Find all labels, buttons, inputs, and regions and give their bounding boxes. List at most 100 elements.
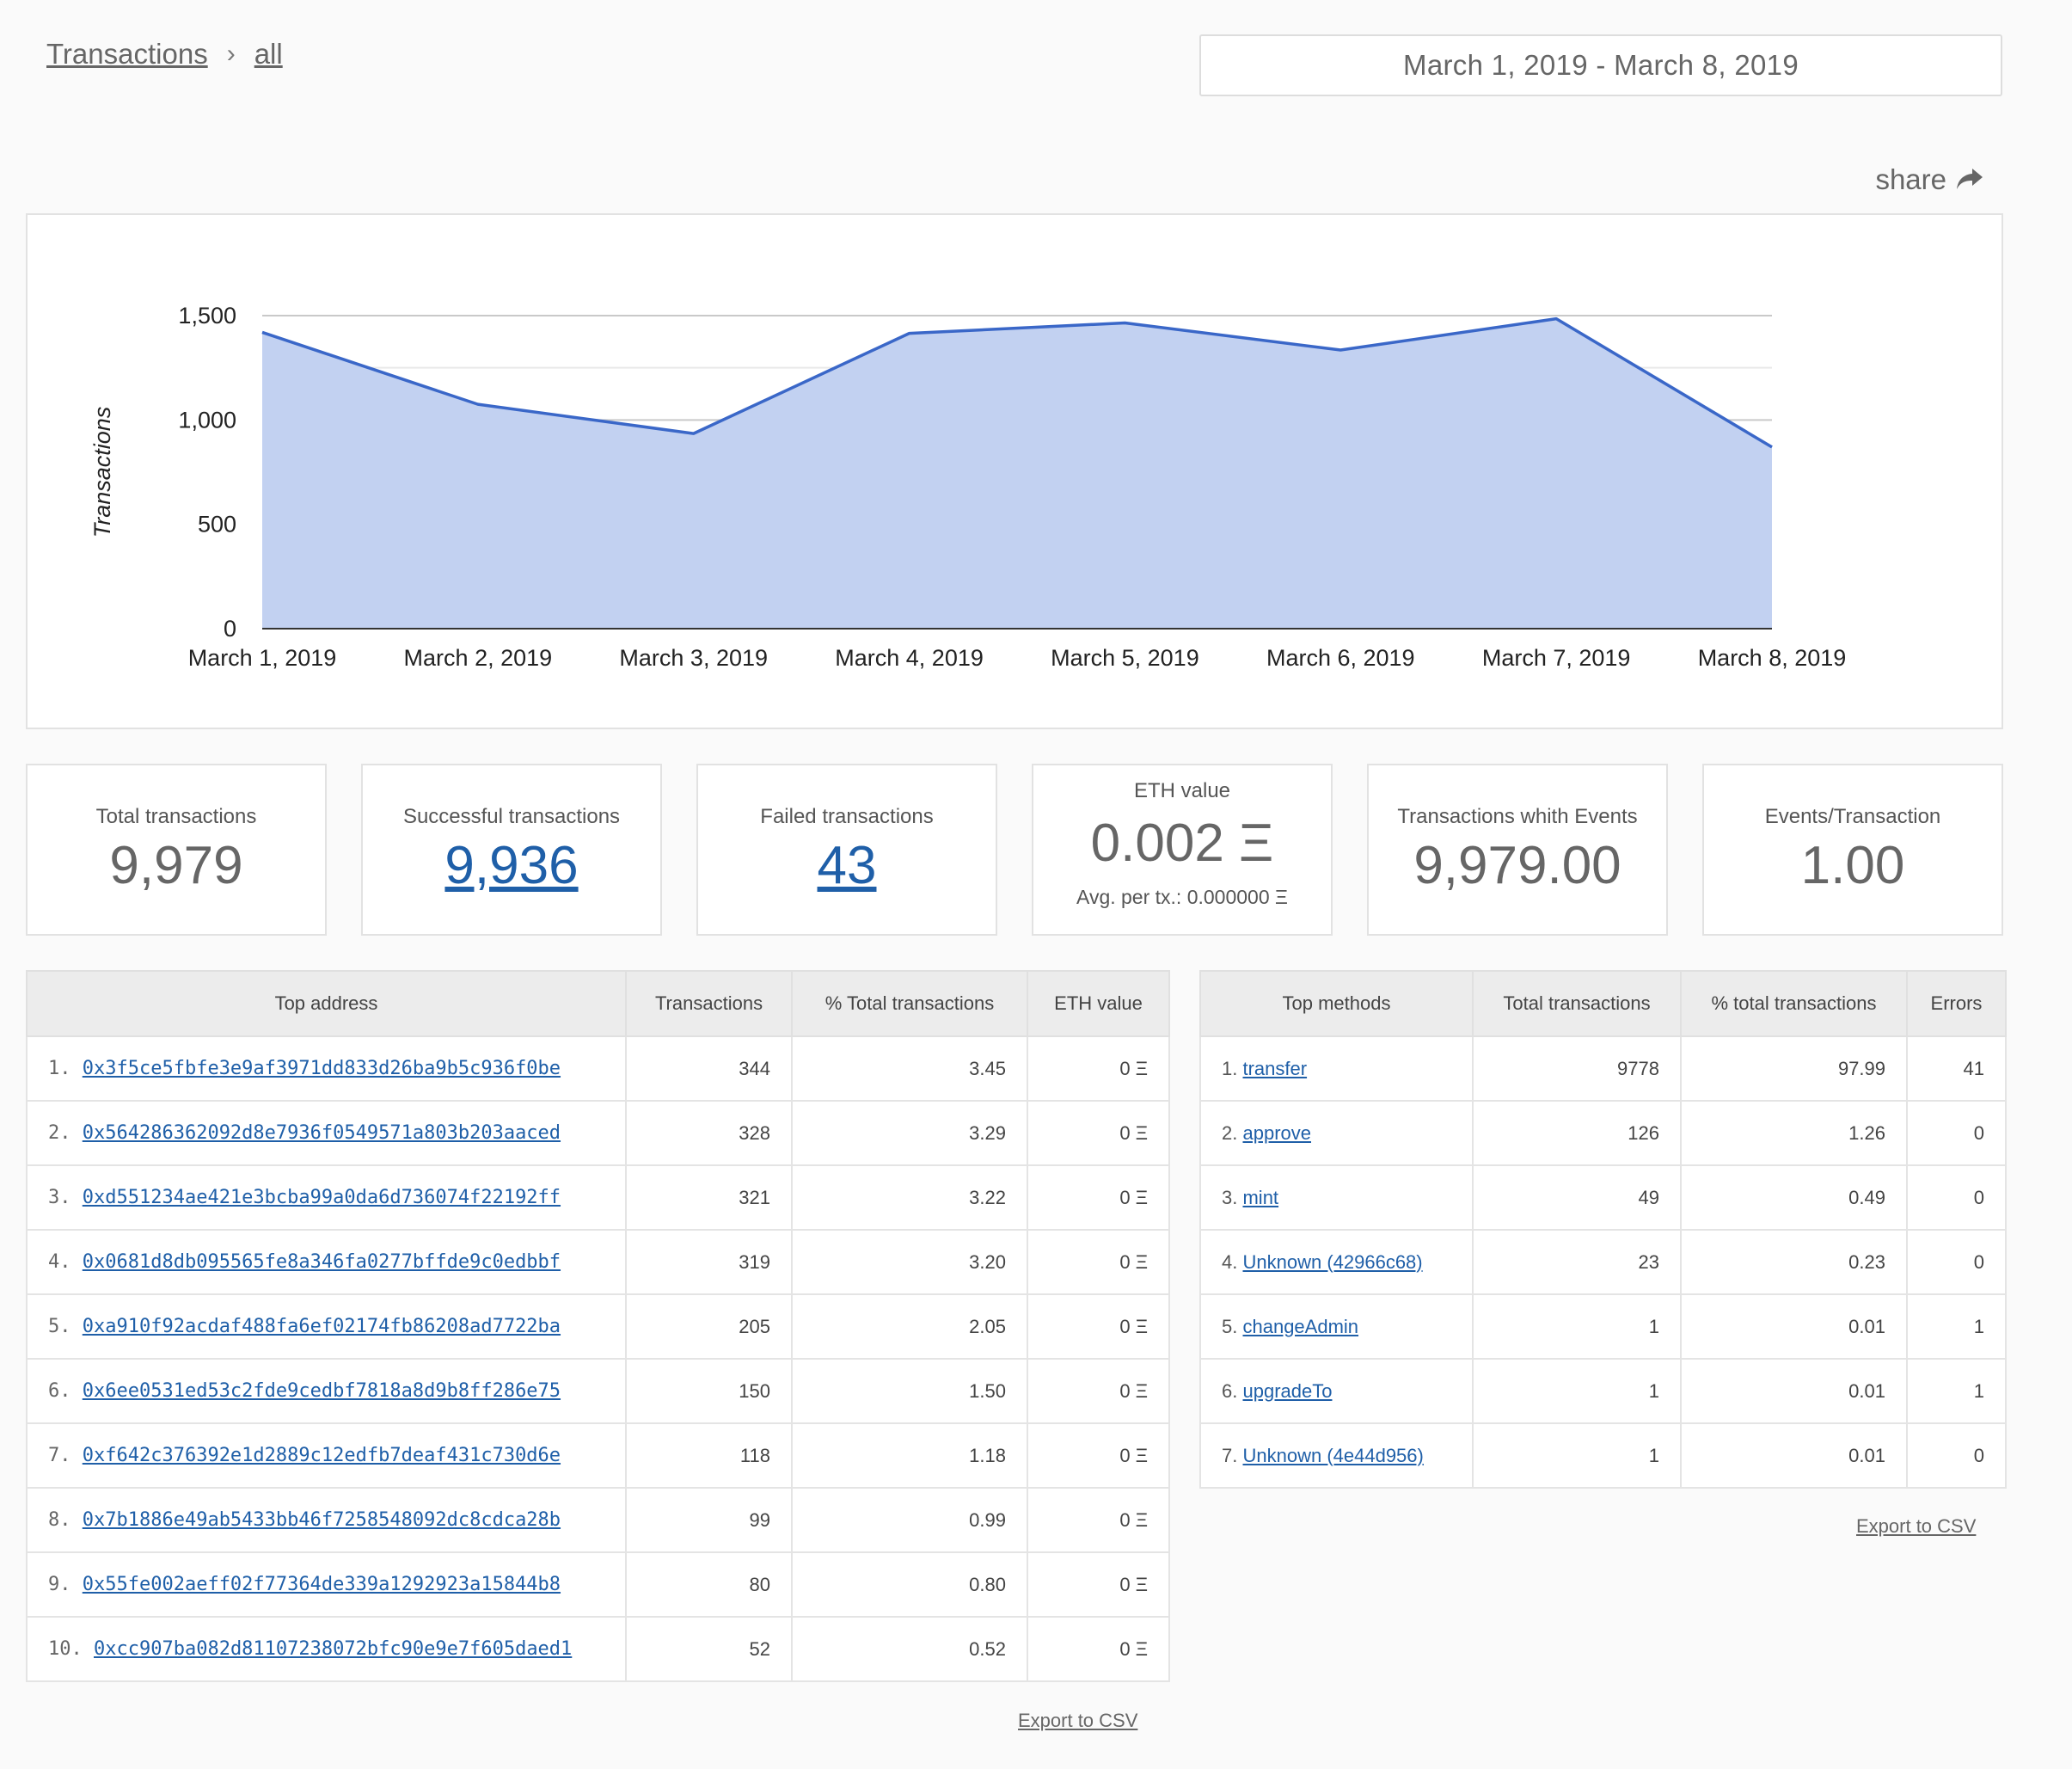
transactions-cell: 205 [625,1293,793,1360]
address-link[interactable]: 0xd551234ae421e3bcba99a0da6d736074f22192… [82,1187,561,1208]
row-rank: 3. [48,1187,71,1208]
total-transactions-cell: 23 [1472,1229,1682,1295]
total-transactions-cell: 9778 [1472,1035,1682,1102]
transactions-cell: 52 [625,1616,793,1682]
method-link[interactable]: changeAdmin [1242,1315,1359,1337]
eth-value-cell: 0 Ξ [1027,1358,1170,1424]
breadcrumb: Transactions › all [46,38,283,71]
total-transactions-label: Total transactions [95,805,257,828]
method-link[interactable]: approve [1242,1121,1311,1144]
address-link[interactable]: 0xa910f92acdaf488fa6ef02174fb86208ad7722… [82,1316,561,1337]
table-row: 3. mint 49 0.49 0 [1199,1164,2007,1231]
x-tick-label: March 8, 2019 [1698,645,1847,671]
row-rank: 2. [48,1122,71,1144]
errors-cell: 0 [1906,1164,2007,1231]
pct-total-cell: 0.52 [791,1616,1028,1682]
address-link[interactable]: 0x6ee0531ed53c2fde9cedbf7818a8d9b8ff286e… [82,1380,561,1402]
address-cell: 5. 0xa910f92acdaf488fa6ef02174fb86208ad7… [26,1293,627,1360]
export-methods-csv-link[interactable]: Export to CSV [1856,1515,1977,1537]
method-link[interactable]: upgradeTo [1242,1379,1333,1402]
table-row: 7. 0xf642c376392e1d2889c12edfb7deaf431c7… [26,1422,1170,1489]
row-rank: 2. [1222,1121,1238,1144]
transactions-cell: 328 [625,1100,793,1166]
total-transactions-cell: 1 [1472,1358,1682,1424]
breadcrumb-transactions-link[interactable]: Transactions [46,38,208,70]
transactions-with-events-value: 9,979.00 [1413,836,1621,895]
x-tick-label: March 6, 2019 [1266,645,1415,671]
eth-value-cell: 0 Ξ [1027,1229,1170,1295]
pct-total-cell: 3.45 [791,1035,1028,1102]
transactions-cell: 321 [625,1164,793,1231]
pct-total-transactions-cell: 0.23 [1680,1229,1908,1295]
address-cell: 10. 0xcc907ba082d81107238072bfc90e9e7f60… [26,1616,627,1682]
row-rank: 6. [1222,1379,1238,1402]
method-link[interactable]: transfer [1242,1057,1308,1079]
transactions-cell: 344 [625,1035,793,1102]
eth-value-cell: 0 Ξ [1027,1100,1170,1166]
table-row: 4. Unknown (42966c68) 23 0.23 0 [1199,1229,2007,1295]
row-rank: 1. [1222,1057,1238,1079]
table-row: 10. 0xcc907ba082d81107238072bfc90e9e7f60… [26,1616,1170,1682]
method-link[interactable]: Unknown (4e44d956) [1242,1444,1424,1466]
top-address-table: Top address Transactions % Total transac… [26,970,1170,1682]
eth-value-cell: 0 Ξ [1027,1293,1170,1360]
events-per-transaction-value: 1.00 [1800,836,1905,895]
total-transactions-card: Total transactions 9,979 [26,764,327,936]
events-per-transaction-card: Events/Transaction 1.00 [1702,764,2003,936]
share-button[interactable]: share [1875,163,1984,196]
table-row: 2. approve 126 1.26 0 [1199,1100,2007,1166]
pct-total-cell: 3.20 [791,1229,1028,1295]
y-tick-label: 500 [198,512,236,537]
eth-value-cell: 0 Ξ [1027,1551,1170,1618]
export-addresses-csv-link[interactable]: Export to CSV [1018,1710,1138,1731]
address-cell: 7. 0xf642c376392e1d2889c12edfb7deaf431c7… [26,1422,627,1489]
address-cell: 6. 0x6ee0531ed53c2fde9cedbf7818a8d9b8ff2… [26,1358,627,1424]
failed-transactions-card: Failed transactions 43 [696,764,997,936]
successful-transactions-card: Successful transactions 9,936 [361,764,662,936]
address-link[interactable]: 0x7b1886e49ab5433bb46f7258548092dc8cdca2… [82,1509,561,1531]
transactions-cell: 80 [625,1551,793,1618]
failed-transactions-label: Failed transactions [760,805,934,828]
row-rank: 5. [48,1316,71,1337]
transactions-chart-panel: 0 500 1,000 1,500 March 1, 2019 March 2, 2019… [26,213,2003,729]
row-rank: 9. [48,1574,71,1595]
table-row: 7. Unknown (4e44d956) 1 0.01 0 [1199,1422,2007,1489]
x-tick-label: March 2, 2019 [404,645,553,671]
table-row: 5. changeAdmin 1 0.01 1 [1199,1293,2007,1360]
address-link[interactable]: 0x564286362092d8e7936f0549571a803b203aac… [82,1122,561,1144]
date-range-picker[interactable]: March 1, 2019 - March 8, 2019 [1199,34,2002,96]
total-transactions-cell: 126 [1472,1100,1682,1166]
successful-transactions-label: Successful transactions [402,805,621,828]
failed-transactions-link[interactable]: 43 [817,836,877,895]
method-cell: 5. changeAdmin [1199,1293,1474,1360]
method-link[interactable]: Unknown (42966c68) [1242,1250,1423,1273]
method-link[interactable]: mint [1242,1186,1279,1208]
address-link[interactable]: 0xf642c376392e1d2889c12edfb7deaf431c730d… [82,1445,561,1466]
x-tick-label: March 4, 2019 [835,645,984,671]
table-row: 8. 0x7b1886e49ab5433bb46f7258548092dc8cd… [26,1487,1170,1553]
table-row: 3. 0xd551234ae421e3bcba99a0da6d736074f22… [26,1164,1170,1231]
address-link[interactable]: 0xcc907ba082d81107238072bfc90e9e7f605dae… [94,1638,573,1660]
method-cell: 7. Unknown (4e44d956) [1199,1422,1474,1489]
breadcrumb-all-link[interactable]: all [254,38,283,70]
table-row: 4. 0x0681d8db095565fe8a346fa0277bffde9c0… [26,1229,1170,1295]
total-transactions-cell: 49 [1472,1164,1682,1231]
chevron-right-icon: › [226,40,236,68]
address-cell: 3. 0xd551234ae421e3bcba99a0da6d736074f22… [26,1164,627,1231]
row-rank: 10. [48,1638,83,1660]
row-rank: 6. [48,1380,71,1402]
pct-total-cell: 2.05 [791,1293,1028,1360]
pct-total-transactions-cell: 0.49 [1680,1164,1908,1231]
pct-total-transactions-cell: 97.99 [1680,1035,1908,1102]
transactions-cell: 150 [625,1358,793,1424]
address-link[interactable]: 0x3f5ce5fbfe3e9af3971dd833d26ba9b5c936f0… [82,1058,561,1079]
pct-total-transactions-cell: 0.01 [1680,1358,1908,1424]
pct-total-cell: 0.80 [791,1551,1028,1618]
address-link[interactable]: 0x0681d8db095565fe8a346fa0277bffde9c0edb… [82,1251,561,1273]
pct-total-cell: 0.99 [791,1487,1028,1553]
errors-cell: 0 [1906,1100,2007,1166]
table-row: 1. transfer 9778 97.99 41 [1199,1035,2007,1102]
successful-transactions-link[interactable]: 9,936 [444,836,579,895]
address-link[interactable]: 0x55fe002aeff02f77364de339a1292923a15844… [82,1574,561,1595]
col-header-errors: Errors [1906,970,2007,1037]
